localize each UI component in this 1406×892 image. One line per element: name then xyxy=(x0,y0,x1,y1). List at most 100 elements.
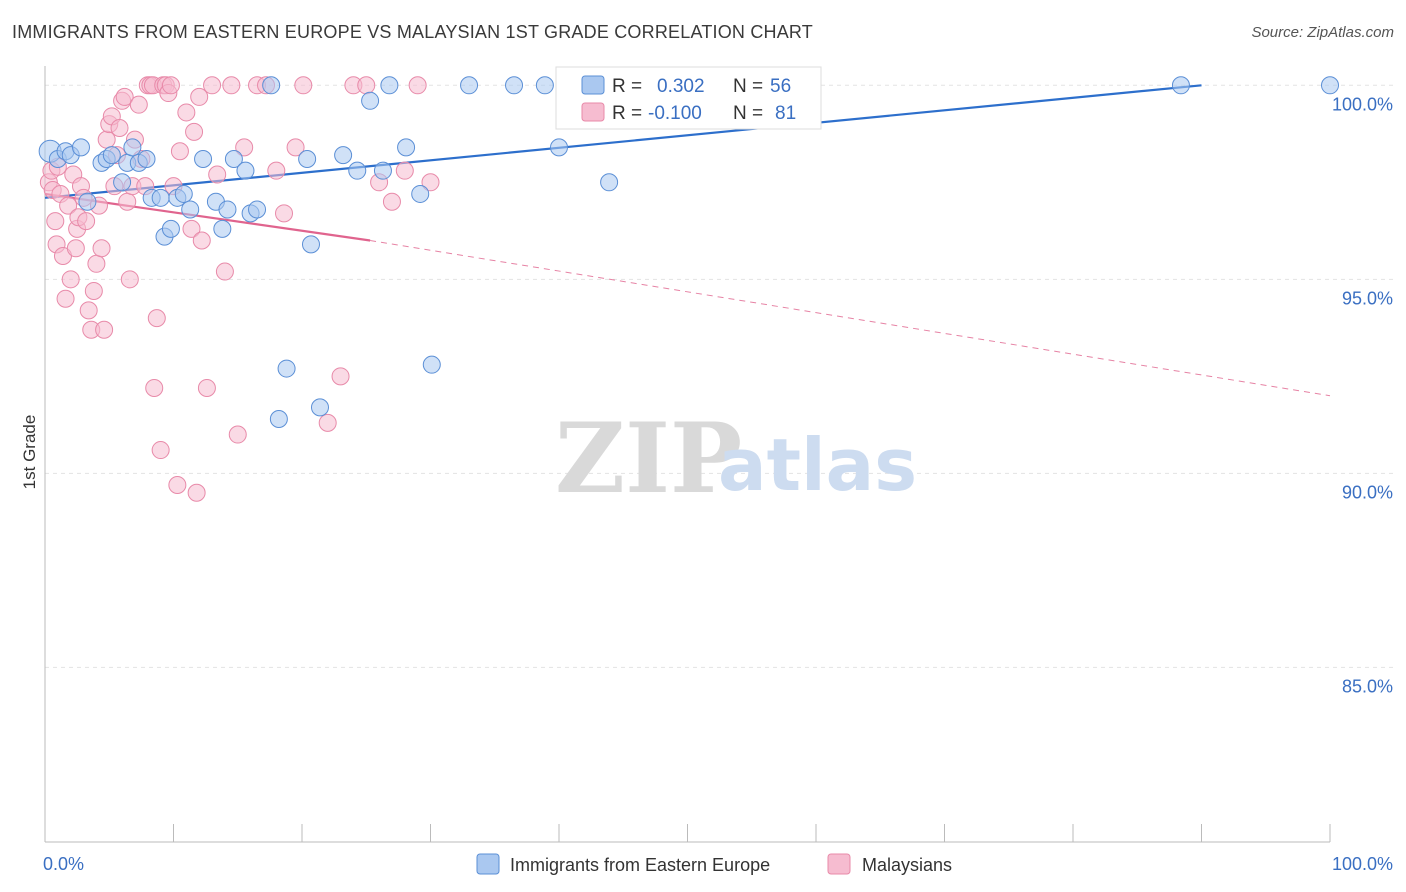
stats-blue-n-value: 56 xyxy=(770,76,791,97)
eastern-europe-point-24 xyxy=(218,200,237,219)
trend-line-malaysians-extrapolated xyxy=(370,240,1331,397)
eastern-europe-point-49 xyxy=(600,173,619,192)
eastern-europe-point-21 xyxy=(194,150,213,169)
y-tick-label-1: 95.0% xyxy=(1342,288,1393,308)
malaysians-point-75 xyxy=(357,76,376,95)
y-tick-label-2: 90.0% xyxy=(1342,482,1393,502)
malaysians-point-53 xyxy=(177,103,196,122)
malaysians-point-8 xyxy=(56,289,75,308)
eastern-europe-point-5 xyxy=(78,192,97,211)
stats-pink-r-label: R = xyxy=(612,103,642,124)
malaysians-point-49 xyxy=(161,76,180,95)
stats-pink-n-label: N = xyxy=(733,103,763,124)
malaysians-point-17 xyxy=(77,212,96,231)
eastern-europe-point-30 xyxy=(269,410,288,429)
eastern-europe-point-40 xyxy=(397,138,416,157)
malaysians-point-51 xyxy=(168,475,187,494)
eastern-europe-point-9 xyxy=(113,173,132,192)
stats-blue-r-value: 0.302 xyxy=(657,76,705,97)
eastern-europe-point-34 xyxy=(310,398,329,417)
eastern-europe-point-28 xyxy=(248,200,267,219)
eastern-europe-point-45 xyxy=(535,76,554,95)
malaysians-point-64 xyxy=(228,425,247,444)
eastern-europe-point-54 xyxy=(1171,76,1190,95)
y-tick-label-0: 100.0% xyxy=(1332,94,1393,114)
malaysians-point-20 xyxy=(84,281,103,300)
eastern-europe-point-15 xyxy=(151,188,170,207)
eastern-europe-point-11 xyxy=(123,138,142,157)
malaysians-point-52 xyxy=(170,142,189,161)
eastern-europe-point-46 xyxy=(550,138,568,157)
stats-pink-r-value: -0.100 xyxy=(648,103,702,124)
malaysians-point-60 xyxy=(203,76,222,95)
eastern-europe-point-4 xyxy=(71,138,90,157)
legend-blue-swatch xyxy=(476,853,500,875)
eastern-europe-point-25 xyxy=(224,150,243,169)
malaysians-points xyxy=(39,76,440,502)
malaysians-point-72 xyxy=(318,413,337,432)
malaysians-point-30 xyxy=(110,118,129,137)
eastern-europe-point-35 xyxy=(334,146,353,165)
malaysians-point-24 xyxy=(95,320,114,339)
y-tick-label-3: 85.0% xyxy=(1342,676,1393,696)
watermark-zip: ZIP xyxy=(555,402,742,515)
chart-title: IMMIGRANTS FROM EASTERN EUROPE VS MALAYS… xyxy=(12,22,813,42)
malaysians-point-65 xyxy=(235,138,254,157)
eastern-europe-point-8 xyxy=(102,146,121,165)
malaysians-point-21 xyxy=(87,254,106,273)
eastern-europe-point-13 xyxy=(137,150,156,169)
eastern-europe-point-19 xyxy=(174,184,193,203)
malaysians-point-61 xyxy=(208,165,227,184)
malaysians-point-69 xyxy=(275,204,294,223)
eastern-europe-point-44 xyxy=(505,76,524,95)
malaysians-point-79 xyxy=(408,76,427,95)
malaysians-point-9 xyxy=(59,196,78,215)
malaysians-point-80 xyxy=(421,173,440,192)
malaysians-point-32 xyxy=(115,87,134,106)
trend-lines xyxy=(44,84,1331,397)
eastern-europe-point-37 xyxy=(361,91,380,110)
malaysians-point-62 xyxy=(215,262,234,281)
malaysians-point-37 xyxy=(129,95,148,114)
stats-pink-swatch xyxy=(581,102,605,122)
malaysians-point-54 xyxy=(182,219,201,238)
malaysians-point-57 xyxy=(190,87,209,106)
malaysians-point-3 xyxy=(46,212,65,231)
eastern-europe-point-55 xyxy=(1321,76,1339,95)
legend-label-eastern-europe: Immigrants from Eastern Europe xyxy=(510,855,770,875)
eastern-europe-point-20 xyxy=(181,200,200,219)
malaysians-point-70 xyxy=(286,138,305,157)
x-tick-label-0: 0.0% xyxy=(43,854,84,874)
malaysians-point-10 xyxy=(61,270,80,289)
eastern-europe-point-43 xyxy=(460,76,479,95)
malaysians-point-33 xyxy=(118,192,137,211)
malaysians-point-12 xyxy=(66,239,85,258)
malaysians-point-44 xyxy=(147,309,166,328)
malaysians-point-58 xyxy=(192,231,211,250)
watermark-atlas: atlas xyxy=(718,423,917,507)
trend-line-eastern-europe xyxy=(44,84,1202,199)
stats-box: R = 0.302 N = 56 R = -0.100 N = 81 xyxy=(555,66,822,130)
malaysians-point-59 xyxy=(197,378,216,397)
malaysians-point-56 xyxy=(187,483,206,502)
y-axis-title: 1st Grade xyxy=(20,415,39,490)
watermark: ZIP atlas xyxy=(555,402,917,515)
stats-pink-n-value: 81 xyxy=(775,103,796,124)
legend: Immigrants from Eastern Europe Malaysian… xyxy=(476,853,952,875)
eastern-europe-point-39 xyxy=(380,76,399,95)
eastern-europe-point-26 xyxy=(236,161,255,180)
x-tick-labels: 0.0% 100.0% xyxy=(43,854,1393,874)
malaysians-point-43 xyxy=(145,378,164,397)
eastern-europe-point-29 xyxy=(262,76,281,95)
malaysians-point-78 xyxy=(395,161,414,180)
eastern-europe-point-33 xyxy=(301,235,320,254)
malaysians-point-18 xyxy=(79,301,98,320)
legend-label-malaysians: Malaysians xyxy=(862,855,952,875)
malaysians-point-77 xyxy=(382,192,401,211)
malaysians-point-63 xyxy=(222,76,241,95)
stats-blue-n-label: N = xyxy=(733,76,763,97)
axes xyxy=(44,66,1331,843)
y-tick-labels: 100.0% 95.0% 90.0% 85.0% xyxy=(1332,94,1393,696)
eastern-europe-point-38 xyxy=(373,161,392,180)
